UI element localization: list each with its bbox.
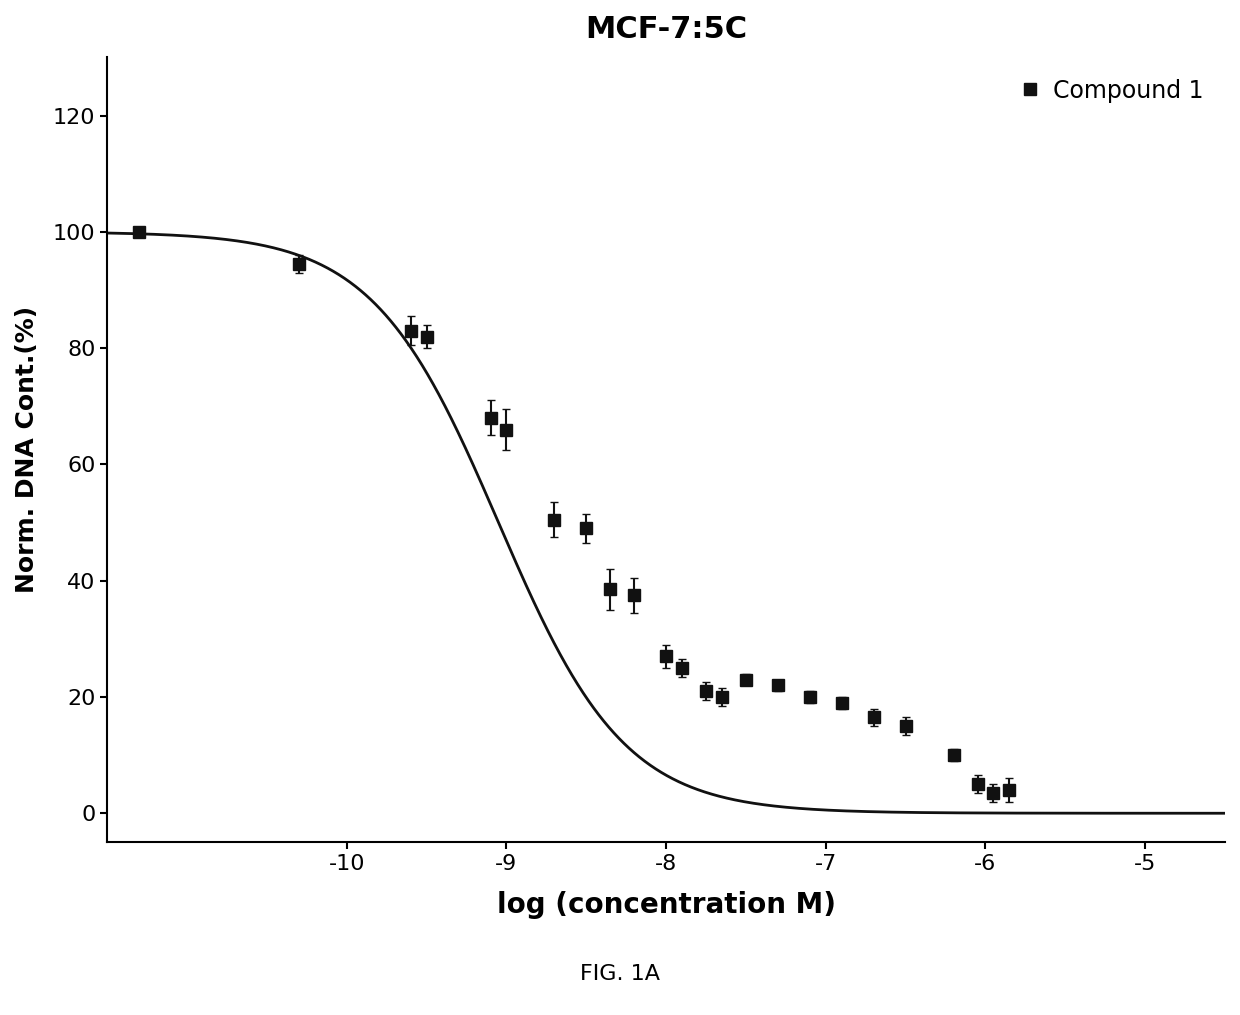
X-axis label: log (concentration M): log (concentration M) bbox=[497, 891, 836, 919]
Legend: Compound 1: Compound 1 bbox=[1008, 69, 1213, 112]
Text: FIG. 1A: FIG. 1A bbox=[580, 964, 660, 985]
Y-axis label: Norm. DNA Cont.(%): Norm. DNA Cont.(%) bbox=[15, 307, 38, 594]
Title: MCF-7:5C: MCF-7:5C bbox=[585, 15, 748, 44]
